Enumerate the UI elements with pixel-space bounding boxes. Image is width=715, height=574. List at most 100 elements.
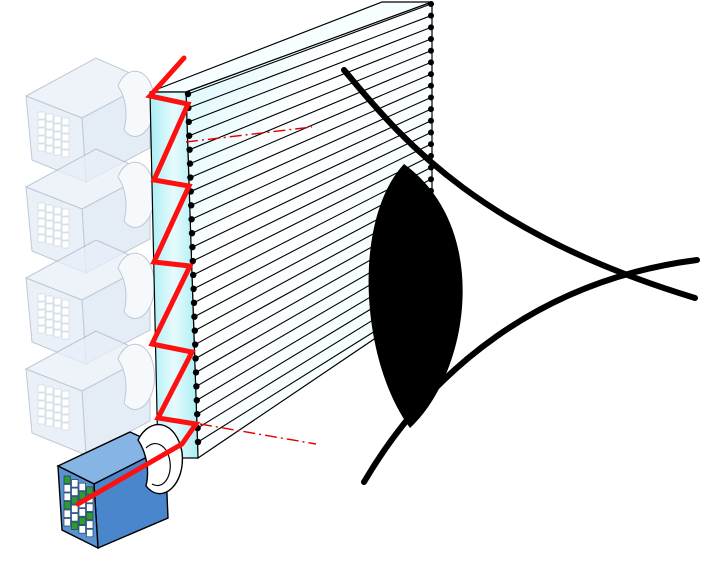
ghost-pixel [45,303,54,312]
ghost-pixel [53,420,62,429]
extraction-dot-icon [194,438,202,446]
ghost-pixel [61,299,70,308]
ghost-pixel [37,119,46,128]
ghost-pixel [53,321,62,330]
extraction-layer [192,155,432,276]
extraction-dot-icon [428,82,434,89]
extraction-dot-icon [190,271,197,279]
ghost-pixel [45,418,54,427]
extraction-dot-icon [428,59,434,66]
ghost-pixel [45,295,54,304]
extraction-layer [189,50,432,151]
ghost-pixel [45,402,54,411]
ghost-pixel [45,212,54,221]
ghost-pixel [61,141,70,150]
ghost-pixel [61,149,70,158]
extraction-layer [191,120,432,234]
ghost-pixel [61,390,70,399]
ghost-pixel [37,384,46,393]
extraction-dot-icon [193,383,200,390]
ghost-pixel [53,305,62,314]
ghost-pixel [45,319,54,328]
ghost-pixel [53,115,62,124]
extraction-layer [190,73,432,179]
ghost-pixel [53,123,62,132]
extraction-layer [188,38,432,137]
extraction-layer [187,3,432,95]
extraction-layer [190,96,432,206]
ghost-pixel [37,392,46,401]
extraction-dot-icon [428,106,434,113]
ghost-pixel [53,396,62,405]
ghost-pixel [61,125,70,134]
ghost-pixel [37,234,46,243]
ghost-pixel [61,240,70,249]
extraction-dot-icon [194,410,201,418]
pixel-cell [71,513,79,522]
ghost-pixel [37,309,46,318]
ghost-pixel [53,329,62,338]
eye-icon [341,67,700,485]
ghost-pixel [37,202,46,211]
extraction-dot-icon [428,71,434,78]
ghost-pixel [37,111,46,120]
ghost-pixel [53,297,62,306]
ghost-pixel [53,313,62,322]
extraction-dot-icon [184,90,192,98]
ghost-pixel [45,394,54,403]
ghost-pixel [37,210,46,219]
ghost-pixel [37,135,46,144]
extraction-layer [188,15,432,109]
ghost-pixel [53,214,62,223]
ghost-pixel [61,323,70,332]
ghost-pixel [37,416,46,425]
pixel-cell [63,501,71,510]
pixel-cell [63,509,71,518]
ghost-pixel [37,218,46,227]
extraction-dot-icon [428,1,434,7]
extraction-dot-icon [189,257,196,265]
extraction-dot-icon [192,355,199,362]
ghost-pixel [45,327,54,336]
ghost-pixel [53,139,62,148]
pixel-cell [86,486,94,495]
ghost-pixel [45,204,54,213]
eye-lid-lower [361,257,700,485]
ghost-pixel [37,143,46,152]
ghost-pixel [53,147,62,156]
ghost-pixel [53,222,62,231]
light-ray [75,55,201,507]
ghost-pixel [53,404,62,413]
guide-line-lower [199,423,317,445]
guide-line-upper [185,126,313,143]
ghost-pixel [45,228,54,237]
extraction-dot-icon [185,118,192,126]
extraction-dot-icon [191,313,198,320]
extraction-dot-icon [428,36,434,43]
extraction-dot-icon [186,146,193,153]
pixel-cell [78,516,86,526]
ghost-pixel [61,307,70,316]
extraction-dot-icon [186,132,193,139]
pixel-cell [86,528,94,538]
ghost-pixel [45,137,54,146]
extraction-dot-icon [191,327,198,334]
ghost-pixel [45,386,54,395]
ghost-pixel [61,331,70,340]
ghost-pixel [53,412,62,421]
ghost-pixel [45,145,54,154]
extraction-dot-icon [428,12,434,19]
ghost-pixel [53,131,62,140]
extraction-dot-icon [428,117,434,124]
ghost-pixel [61,414,70,423]
pixel-cell [63,475,71,484]
ghost-pixel [37,127,46,136]
extraction-dot-icon [192,341,199,348]
extraction-dot-icon [187,174,194,181]
extraction-dot-icon [428,129,434,136]
ghost-pixel [37,293,46,302]
ghost-pixel [53,388,62,397]
extraction-dot-icon [190,299,198,306]
pixel-cell [63,518,71,527]
extraction-dot-icon [428,47,434,54]
